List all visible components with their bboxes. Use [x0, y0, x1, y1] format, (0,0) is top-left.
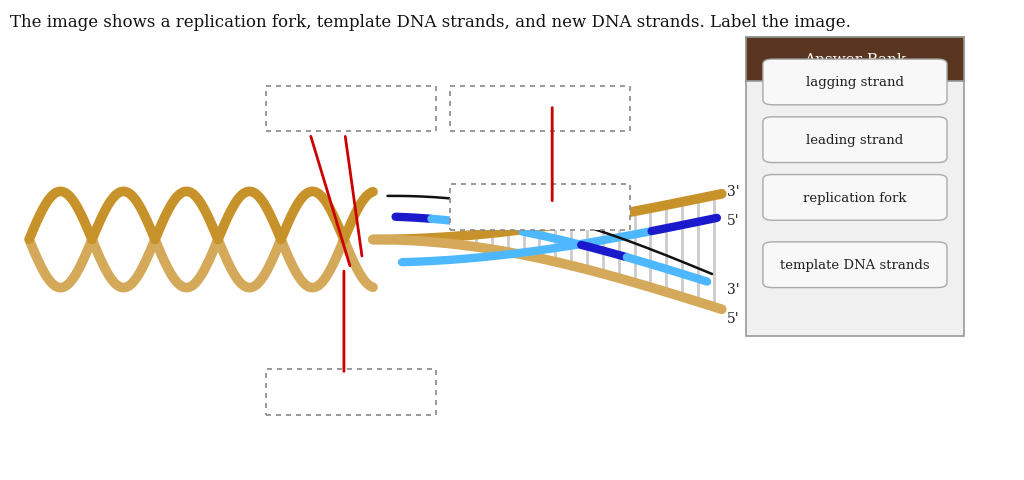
FancyBboxPatch shape: [763, 60, 947, 106]
Bar: [451, 185, 630, 230]
Bar: [451, 86, 630, 132]
Text: leading strand: leading strand: [806, 134, 903, 147]
Text: 3': 3': [727, 282, 739, 297]
Text: replication fork: replication fork: [803, 192, 906, 204]
Text: Answer Bank: Answer Bank: [804, 53, 906, 67]
Text: lagging strand: lagging strand: [806, 76, 904, 89]
Text: The image shows a replication fork, template DNA strands, and new DNA strands. L: The image shows a replication fork, temp…: [9, 14, 851, 31]
Text: 3': 3': [727, 185, 739, 199]
Bar: [266, 86, 436, 132]
Bar: [745, 38, 964, 82]
Bar: [745, 38, 964, 336]
Text: 5': 5': [727, 311, 739, 325]
FancyBboxPatch shape: [763, 242, 947, 288]
Text: template DNA strands: template DNA strands: [780, 259, 930, 272]
Bar: [266, 370, 436, 415]
Text: 5': 5': [727, 214, 739, 228]
FancyBboxPatch shape: [763, 118, 947, 163]
FancyBboxPatch shape: [763, 175, 947, 221]
